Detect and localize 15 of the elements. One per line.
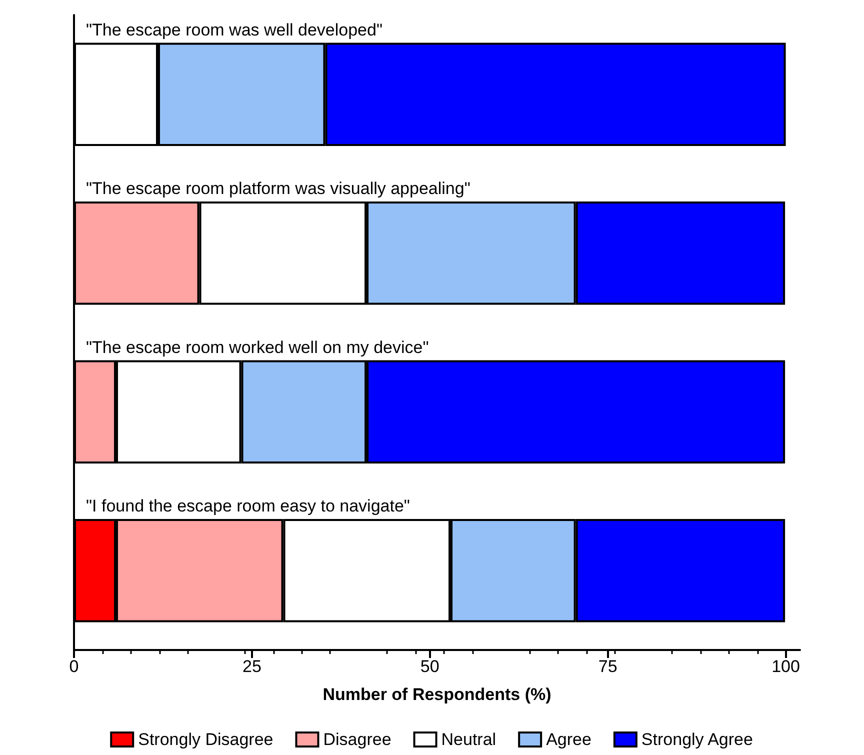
x-tick-label: 50 — [420, 657, 440, 676]
y-tick-label: "The escape room was well developed" — [86, 20, 383, 40]
legend-label: Agree — [546, 730, 592, 749]
legend-label: Strongly Agree — [641, 730, 753, 749]
x-tick-label: 100 — [772, 657, 800, 676]
x-tick-label: 75 — [598, 657, 618, 676]
legend-label: Neutral — [441, 730, 496, 749]
y-tick-label: "The escape room worked well on my device" — [86, 338, 429, 357]
y-tick-label: "The escape room platform was visually appealing" — [86, 179, 470, 198]
x-tick-label: 25 — [242, 657, 262, 676]
legend-label: Strongly Disagree — [138, 730, 274, 749]
x-axis-title: Number of Respondents (%) — [322, 685, 552, 704]
y-tick-label: "I found the escape room easy to navigate" — [86, 496, 410, 516]
x-tick-label: 0 — [69, 657, 79, 676]
legend-label: Disagree — [323, 730, 392, 749]
